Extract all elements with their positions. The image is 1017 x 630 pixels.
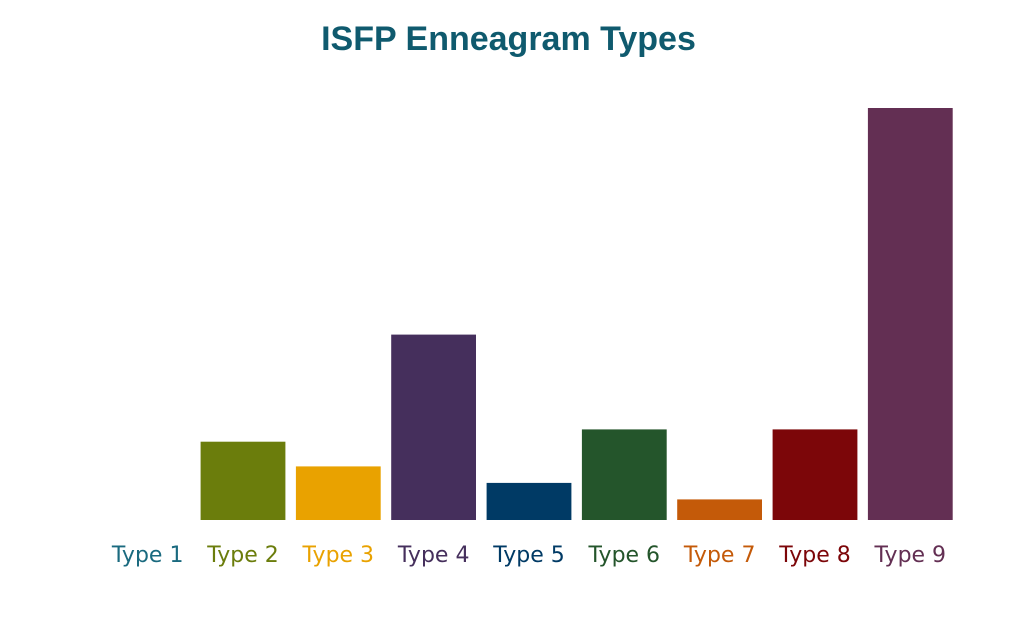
bar-type-2 — [200, 441, 286, 520]
tick-label-type-5: Type 5 — [492, 543, 565, 568]
tick-label-type-3: Type 3 — [302, 543, 375, 568]
tick-label-type-4: Type 4 — [397, 543, 470, 568]
chart-title: ISFP Enneagram Types — [321, 20, 696, 58]
tick-label-type-9: Type 9 — [874, 543, 947, 568]
tick-label-type-8: Type 8 — [778, 543, 851, 568]
bar-type-8 — [772, 429, 858, 520]
bar-type-6 — [581, 429, 667, 520]
tick-label-type-1: Type 1 — [111, 543, 184, 568]
bar-type-5 — [486, 482, 572, 520]
tick-label-type-6: Type 6 — [588, 543, 661, 568]
bar-type-7 — [677, 499, 762, 520]
bar-type-9 — [867, 108, 953, 520]
bar-type-4 — [391, 334, 476, 520]
bar-type-3 — [295, 466, 381, 520]
tick-label-type-2: Type 2 — [206, 543, 279, 568]
tick-label-type-7: Type 7 — [683, 543, 756, 568]
